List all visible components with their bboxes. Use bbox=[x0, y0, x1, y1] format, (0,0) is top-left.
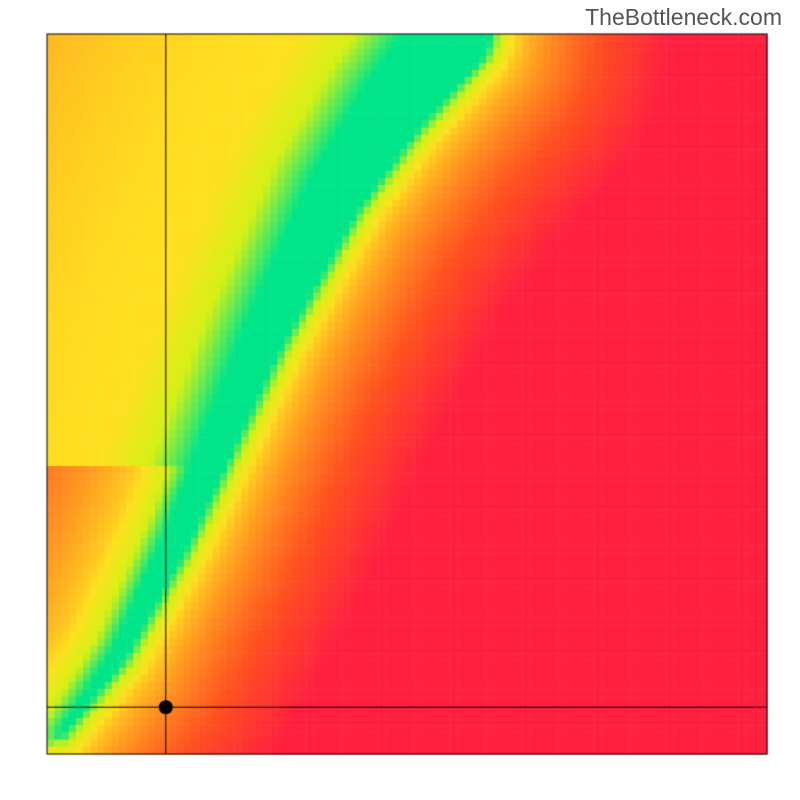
watermark-text: TheBottleneck.com bbox=[585, 4, 782, 31]
heatmap-chart bbox=[0, 0, 800, 800]
